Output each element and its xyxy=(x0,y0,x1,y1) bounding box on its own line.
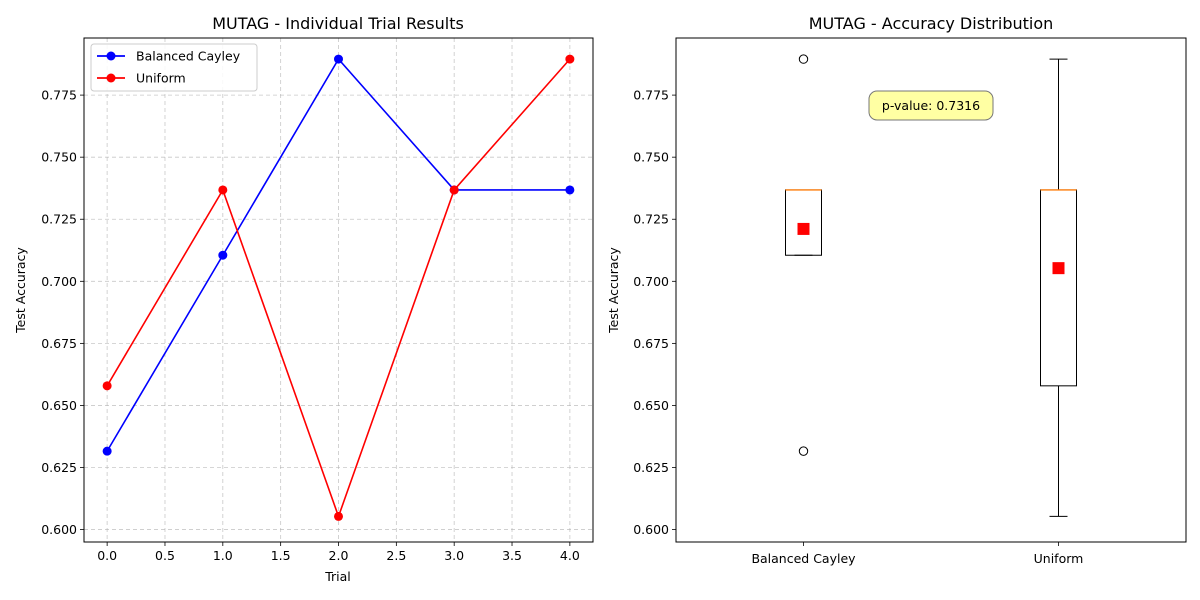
x-tick-label: 0.5 xyxy=(155,548,175,563)
y-tick-label: 0.725 xyxy=(41,212,77,227)
x-tick-label: 1.5 xyxy=(271,548,291,563)
x-tick-label: 0.0 xyxy=(97,548,117,563)
right-boxes xyxy=(785,54,1077,517)
data-point-uniform xyxy=(218,185,228,195)
y-tick-label: 0.775 xyxy=(633,88,669,103)
p-value-box xyxy=(868,90,994,121)
legend-marker-balanced-cayley xyxy=(106,51,116,61)
x-tick-label: 4.0 xyxy=(560,548,580,563)
outlier-point xyxy=(798,54,809,64)
right-y-axis-label: Test Accuracy xyxy=(606,247,621,334)
line-chart: MUTAG - Individual Trial Results 0.0 0.5 1… xyxy=(13,14,594,584)
y-tick-label: 0.625 xyxy=(633,460,669,475)
y-tick-label: 0.675 xyxy=(41,336,77,351)
y-tick-label: 0.600 xyxy=(41,522,77,537)
data-point-balanced-cayley xyxy=(102,446,112,456)
y-tick-label: 0.700 xyxy=(633,274,669,289)
y-tick-label: 0.650 xyxy=(633,398,669,413)
y-tick-label: 0.650 xyxy=(41,398,77,413)
data-point-uniform xyxy=(102,381,112,391)
box-body xyxy=(1040,189,1077,387)
y-tick-label: 0.700 xyxy=(41,274,77,289)
x-tick-label: 3.5 xyxy=(502,548,522,563)
left-series xyxy=(102,54,575,521)
y-tick-label: 0.600 xyxy=(633,522,669,537)
x-tick-label: 3.0 xyxy=(444,548,464,563)
mean-marker xyxy=(1052,262,1065,275)
p-value-annotation: p-value: 0.7316 xyxy=(868,90,994,121)
y-tick-label: 0.675 xyxy=(633,336,669,351)
y-tick-label: 0.725 xyxy=(633,212,669,227)
right-y-ticks: 0.600 0.625 0.650 0.675 0.700 0.725 0.750 0.775 xyxy=(633,88,676,537)
legend-label-balanced-cayley: Balanced Cayley xyxy=(136,49,241,64)
right-chart-title: MUTAG - Accuracy Distribution xyxy=(809,14,1054,33)
p-value-text: p-value: 0.7316 xyxy=(882,98,980,113)
y-tick-label: 0.775 xyxy=(41,88,77,103)
left-x-axis-label: Trial xyxy=(324,569,351,584)
data-point-balanced-cayley xyxy=(218,250,228,260)
data-point-balanced-cayley xyxy=(334,54,343,64)
x-tick-label: 2.5 xyxy=(386,548,406,563)
legend: Balanced Cayley Uniform xyxy=(90,43,258,92)
left-grid xyxy=(84,38,593,542)
x-tick-label: 1.0 xyxy=(213,548,233,563)
data-point-uniform xyxy=(449,185,459,195)
left-y-axis-label: Test Accuracy xyxy=(13,247,28,334)
left-x-ticks: 0.0 0.5 1.0 1.5 2.0 2.5 3.0 3.5 4.0 xyxy=(97,542,580,563)
right-x-ticks: Balanced Cayley Uniform xyxy=(751,542,1083,566)
box-uniform xyxy=(1040,58,1077,517)
left-chart-title: MUTAG - Individual Trial Results xyxy=(212,14,464,33)
legend-marker-uniform xyxy=(106,73,116,83)
data-point-uniform xyxy=(334,511,343,521)
box-balanced-cayley xyxy=(785,54,822,456)
x-tick-label: Balanced Cayley xyxy=(751,551,856,566)
box-body xyxy=(785,189,822,256)
data-point-balanced-cayley xyxy=(565,185,575,195)
y-tick-label: 0.750 xyxy=(41,150,77,165)
box-chart: MUTAG - Accuracy Distribution Balanced C… xyxy=(606,14,1187,566)
outlier-point xyxy=(798,446,809,456)
legend-frame xyxy=(90,43,258,92)
y-tick-label: 0.625 xyxy=(41,460,77,475)
legend-label-uniform: Uniform xyxy=(136,71,186,86)
y-tick-label: 0.750 xyxy=(633,150,669,165)
data-point-uniform xyxy=(565,54,575,64)
x-tick-label: Uniform xyxy=(1034,551,1084,566)
left-y-ticks: 0.600 0.625 0.650 0.675 0.700 0.725 0.750 0.775 xyxy=(41,88,84,537)
mean-marker xyxy=(797,222,810,235)
x-tick-label: 2.0 xyxy=(329,548,349,563)
right-axes-frame xyxy=(675,37,1187,543)
